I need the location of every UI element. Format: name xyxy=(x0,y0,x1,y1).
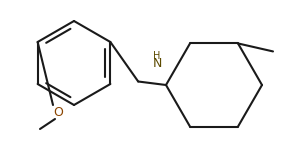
Text: H: H xyxy=(153,51,161,61)
Text: N: N xyxy=(152,56,162,70)
Text: O: O xyxy=(53,106,63,120)
